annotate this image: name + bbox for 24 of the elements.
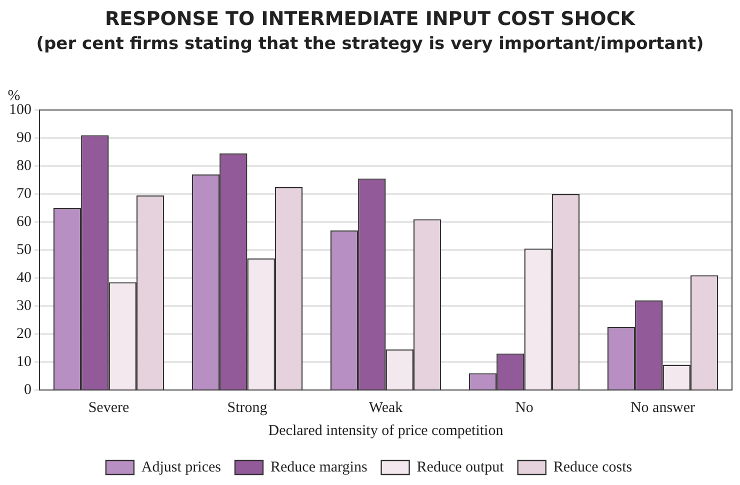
y-tick-label: 30 [16, 298, 32, 314]
x-tick-label: No [515, 400, 534, 416]
x-tick-label: Weak [368, 400, 404, 416]
y-tick-label: 70 [16, 186, 32, 202]
x-tick-label: Strong [227, 400, 268, 416]
x-axis-title: Declared intensity of price competition [268, 422, 504, 439]
y-tick-label: 40 [16, 270, 32, 286]
legend-label: Reduce margins [270, 459, 368, 476]
y-tick-label: 50 [16, 242, 32, 258]
y-tick-label: 90 [16, 130, 32, 146]
y-tick-label: 100 [9, 102, 32, 118]
y-tick-label: 80 [16, 158, 32, 174]
x-tick-label: Severe [88, 400, 130, 416]
y-tick-label: 20 [16, 326, 32, 342]
legend-label: Reduce output [416, 459, 505, 476]
y-tick-label: 60 [16, 214, 32, 230]
legend-label: Adjust prices [141, 459, 222, 476]
x-tick-label: No answer [630, 400, 696, 416]
legend-label: Reduce costs [553, 459, 632, 476]
y-tick-label: 10 [16, 354, 32, 370]
chart-subtitle: (per cent firms stating that the strategy is very important/important) [35, 33, 705, 56]
chart-title: RESPONSE TO INTERMEDIATE INPUT COST SHOCK [104, 7, 636, 32]
y-tick-label: 0 [24, 382, 32, 398]
y-axis-title: % [8, 88, 20, 104]
